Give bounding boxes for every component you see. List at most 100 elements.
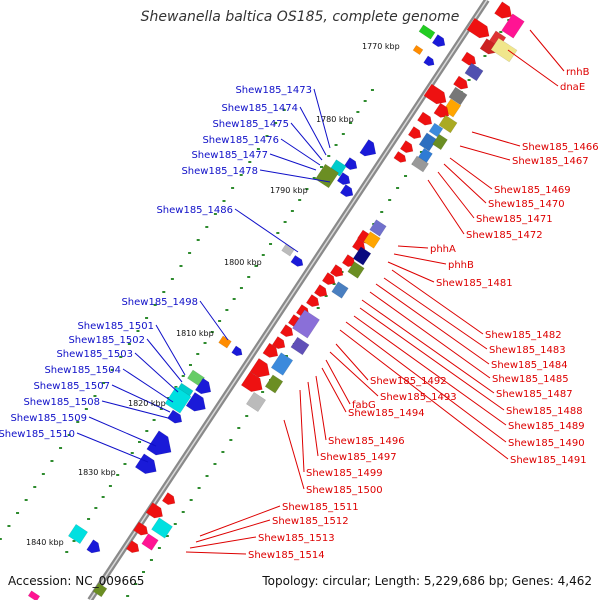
scale-dot [181,375,185,377]
gene-block [347,261,365,279]
gene-label-left: Shew185_1502 [68,335,145,346]
gene-label-left: Shew185_1478 [181,166,258,177]
scale-dot [332,283,336,285]
leader-line [134,352,179,393]
gene-label-left: Shew185_1507 [33,381,110,392]
scale-dot [110,369,114,371]
gene-label-right: Shew185_1466 [522,142,599,153]
scale-dot [196,239,200,241]
genome-summary: Topology: circular; Length: 5,229,686 bp… [262,574,592,588]
gene-arrow [407,126,422,139]
scale-dot [101,496,105,498]
gene-block [369,219,387,237]
gene-arrow [167,409,183,424]
gene-block [438,114,458,134]
leader-line [199,300,229,341]
leader-line [369,291,491,379]
scale-dot [213,213,217,215]
scale-dot [231,187,235,189]
scale-dot [404,175,408,177]
gene-arrow [194,377,212,395]
gene-arrow [313,284,328,297]
scale-dot [142,571,146,573]
scale-dot [341,133,345,135]
scale-dot [16,512,20,514]
scale-dot [170,278,174,280]
gene-arrow [145,502,163,519]
leader-line [280,138,321,166]
gene-block [331,281,349,299]
leader-line [391,269,484,335]
scale-dot [261,391,265,393]
gene-label-right: Shew185_1499 [306,468,383,479]
scale-dot [7,525,11,527]
gene-label-right: fabG [352,400,376,411]
leader-line [321,367,347,413]
gene-label-left: Shew185_1509 [10,413,87,424]
scale-dot [316,307,320,309]
gene-label-left: Shew185_1473 [235,85,312,96]
leader-line [427,179,465,235]
accession-text: Accession: NC_009665 [8,574,145,588]
scale-dot [254,265,258,267]
scale-dot [467,79,471,81]
scale-dot [94,507,98,509]
gene-label-left: Shew185_1474 [221,103,298,114]
gene-label-right: Shew185_1482 [485,330,562,341]
scale-dot [102,382,106,384]
scale-dot [324,295,328,297]
scale-dot [276,232,280,234]
gene-arrow [399,140,414,153]
leader-line [88,416,157,447]
leader-line [397,245,429,249]
gene-label-right: Shew185_1488 [506,406,583,417]
scale-dot [210,331,214,333]
scale-dot [232,298,236,300]
scale-dot [159,408,163,410]
scale-dot [319,166,323,168]
leader-line [437,171,475,219]
scale-dot [152,419,156,421]
scale-dot [67,434,71,436]
leader-line [529,29,565,72]
gene-label-right: Shew185_1472 [466,230,543,241]
leader-line [234,208,299,253]
scale-dot [149,559,153,561]
leader-line [345,321,507,443]
scale-dot [265,135,269,137]
scale-label: 1810 kbp [176,329,214,338]
scale-dot [123,463,127,465]
leader-line [375,283,490,365]
scale-dot [116,474,120,476]
gene-arrow [423,55,435,67]
scale-dot [179,265,183,267]
gene-label-right: Shew185_1514 [248,550,325,561]
gene-label-left: Shew185_1476 [202,135,279,146]
scale-dot [197,487,201,489]
gene-block [67,523,89,545]
gene-arrow [321,272,336,285]
gene-label-right: Shew185_1470 [488,199,565,210]
gene-label-left: Shew185_1503 [56,349,133,360]
leader-line [359,307,505,411]
gene-label-left: Shew185_1475 [212,119,289,130]
gene-block [270,352,294,376]
scale-dot [76,421,80,423]
scale-dot [205,475,209,477]
gene-arrow [134,453,157,475]
scale-dot [283,221,287,223]
scale-label: 1790 kbp [270,186,308,195]
scale-dot [327,155,331,157]
map-title: Shewanella baltica OS185, complete genom… [140,9,460,25]
gene-block [290,336,310,356]
gene-block [264,374,284,394]
scale-dot [269,243,273,245]
scale-dot [65,551,69,553]
gene-block [363,231,381,249]
gene-block [218,335,232,349]
gene-label-right: Shew185_1490 [508,438,585,449]
scale-label: 1780 kbp [316,115,354,124]
leader-line [101,400,169,419]
gene-label-right: Shew185_1496 [328,436,405,447]
gene-arrow [240,371,263,393]
